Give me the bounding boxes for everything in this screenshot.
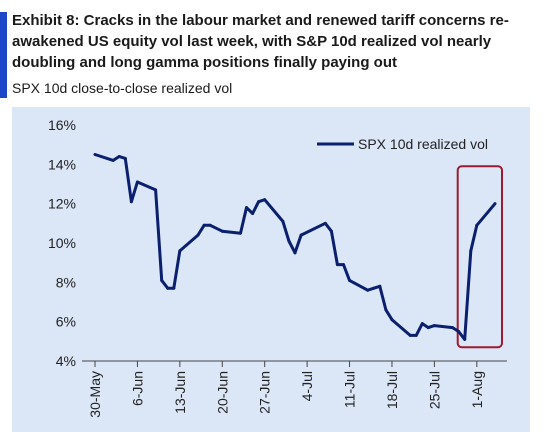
x-tick-label: 13-Jun (172, 371, 188, 414)
y-tick-label: 4% (56, 353, 76, 369)
x-tick-label: 1-Aug (469, 371, 485, 408)
y-tick-label: 14% (48, 156, 76, 172)
data-point (408, 333, 412, 337)
x-tick-label: 30-May (87, 371, 103, 418)
data-point (154, 188, 158, 192)
data-point (323, 221, 327, 225)
data-point (469, 249, 473, 253)
data-point (251, 212, 255, 215)
x-tick-label: 4-Jul (299, 371, 315, 401)
y-tick-label: 16% (48, 117, 76, 133)
x-tick-label: 18-Jul (384, 371, 400, 409)
data-point (390, 318, 394, 322)
data-point (135, 180, 139, 184)
chart-area: 4% 6% 8% 10% 12% 14% 16% 30-May 6-Jun 13-Jun 20-Ju… (12, 107, 530, 432)
data-point (93, 153, 97, 156)
data-point (420, 322, 424, 326)
data-point (457, 330, 461, 333)
x-tick-label: 11-Jul (342, 371, 358, 408)
chart-subtitle: SPX 10d close-to-close realized vol (12, 80, 233, 96)
data-point (348, 278, 352, 282)
data-point (451, 326, 455, 330)
data-point (366, 288, 370, 292)
data-point (293, 251, 297, 255)
x-tick-label: 25-Jul (426, 371, 442, 409)
highlight-box (456, 165, 503, 349)
data-point (196, 233, 200, 237)
data-point (160, 278, 164, 282)
data-point (475, 223, 479, 227)
y-tick-label: 12% (48, 196, 76, 212)
x-tick-label: 6-Jun (129, 371, 145, 406)
series-line-spx-10d-realized-vol (94, 153, 497, 341)
data-point (263, 198, 267, 202)
data-point (245, 206, 249, 210)
data-point (172, 286, 176, 290)
accent-bar (0, 12, 7, 98)
data-point (493, 202, 497, 206)
data-point (432, 324, 436, 328)
data-point (220, 229, 224, 233)
data-point (287, 239, 291, 243)
x-tick-label: 20-Jun (214, 371, 230, 414)
line-chart: 4% 6% 8% 10% 12% 14% 16% 30-May 6-Jun 13-Jun 20-Ju… (48, 117, 507, 418)
data-point (299, 233, 303, 237)
data-point (426, 326, 430, 330)
data-point (372, 286, 376, 290)
data-point (384, 308, 388, 312)
data-point (208, 223, 212, 227)
exhibit-title: Exhibit 8: Cracks in the labour market a… (12, 12, 509, 71)
data-point (463, 337, 467, 341)
y-tick-label: 6% (56, 314, 76, 330)
data-point (111, 158, 115, 162)
data-point (281, 219, 285, 223)
data-point (414, 333, 418, 337)
x-tick-label: 27-Jun (257, 371, 273, 414)
data-point (117, 154, 121, 158)
data-point (123, 156, 127, 160)
y-tick-label: 8% (56, 274, 76, 290)
y-tick-label: 10% (48, 235, 76, 251)
data-point (257, 200, 261, 204)
data-point (335, 263, 339, 267)
data-point (341, 263, 345, 267)
legend-label: SPX 10d realized vol (358, 136, 488, 152)
data-point (166, 286, 170, 290)
data-point (378, 284, 382, 288)
data-point (178, 249, 182, 253)
data-point (129, 200, 133, 204)
data-point (238, 231, 242, 235)
data-point (329, 229, 333, 233)
data-point (202, 223, 206, 227)
